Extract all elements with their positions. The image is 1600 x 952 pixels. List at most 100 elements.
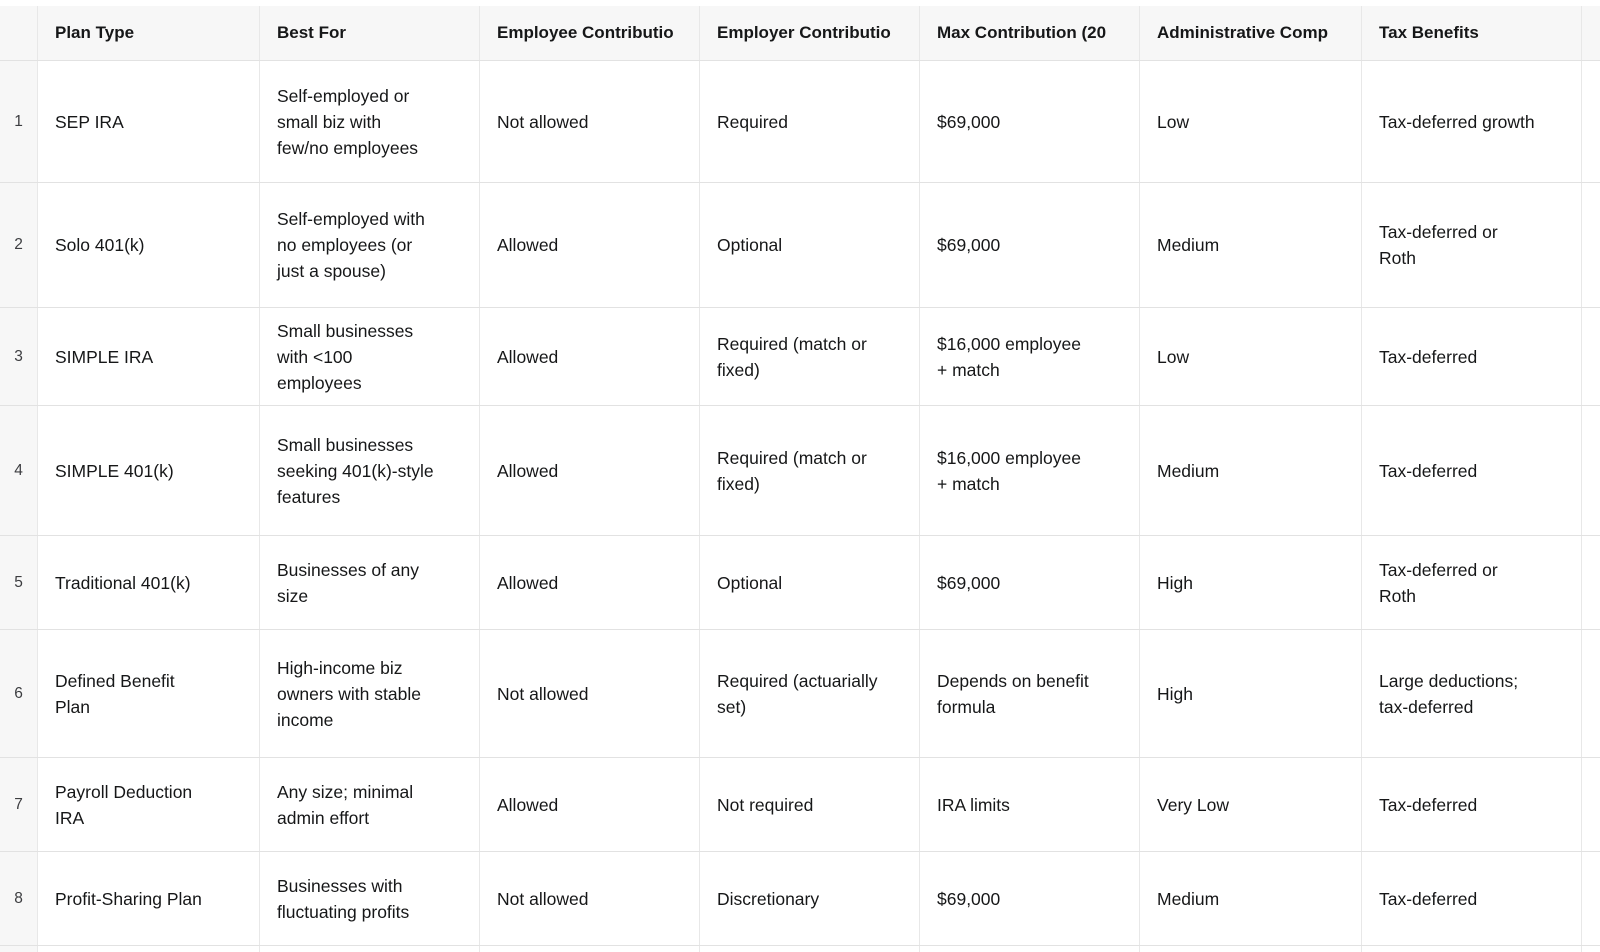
cell-employee-contribution[interactable]: Not allowed [480,630,700,757]
cell-empty[interactable] [1582,183,1600,307]
row-number[interactable] [0,946,38,952]
cell-employee-contribution[interactable]: Allowed [480,406,700,535]
cell-plan-type[interactable]: Traditional 401(k) [38,536,260,629]
cell-max-contribution[interactable]: IRA limits [920,758,1140,851]
cell-employer-contribution[interactable]: Optional [700,536,920,629]
cell-tax-benefits[interactable]: Tax-deferred [1362,406,1582,535]
header-cell-plan-type[interactable]: Plan Type [38,6,260,60]
cell-admin-complexity[interactable]: Medium [1140,406,1362,535]
cell-tax-benefits[interactable]: Large deductions; tax-deferred [1362,630,1582,757]
cell-admin-complexity[interactable]: Medium [1140,852,1362,945]
header-cell-max-contribution[interactable]: Max Contribution (20 [920,6,1140,60]
cell-max-contribution[interactable]: $69,000 [920,61,1140,182]
cell-empty[interactable] [1582,308,1600,405]
cell-employee-contribution[interactable]: Allowed [480,308,700,405]
table-row: 4 SIMPLE 401(k) Small businesses seeking… [0,406,1600,536]
cell-max-contribution[interactable]: $69,000 [920,852,1140,945]
cell-empty[interactable] [1582,852,1600,945]
cell-tax-benefits[interactable]: Tax-deferred [1362,852,1582,945]
cell-admin-complexity[interactable]: Very Low [1140,758,1362,851]
table-row: 3 SIMPLE IRA Small businesses with <100 … [0,308,1600,406]
table-row: 8 Profit-Sharing Plan Businesses with fl… [0,852,1600,946]
cell-employer-contribution[interactable]: Required (match or fixed) [700,308,920,405]
cell-best-for[interactable] [260,946,480,952]
cell-best-for[interactable]: High-income biz owners with stable incom… [260,630,480,757]
cell-max-contribution[interactable]: $16,000 employee + match [920,406,1140,535]
cell-plan-type[interactable]: Defined Benefit Plan [38,630,260,757]
cell-plan-type[interactable]: SEP IRA [38,61,260,182]
cell-empty[interactable] [1582,61,1600,182]
cell-admin-complexity[interactable]: Low [1140,308,1362,405]
cell-plan-type[interactable]: Profit-Sharing Plan [38,852,260,945]
cell-plan-type[interactable]: SIMPLE IRA [38,308,260,405]
cell-admin-complexity[interactable]: High [1140,630,1362,757]
cell-empty[interactable] [1582,630,1600,757]
corner-cell[interactable] [0,6,38,60]
cell-employer-contribution[interactable]: Required (match or fixed) [700,406,920,535]
cell-tax-benefits[interactable]: Tax-deferred or Roth [1362,183,1582,307]
cell-plan-type[interactable]: SIMPLE 401(k) [38,406,260,535]
cell-employee-contribution[interactable] [480,946,700,952]
cell-tax-benefits[interactable]: Tax-deferred [1362,308,1582,405]
cell-best-for[interactable]: Self-employed with no employees (or just… [260,183,480,307]
cell-admin-complexity[interactable] [1140,946,1362,952]
cell-admin-complexity[interactable]: Medium [1140,183,1362,307]
cell-best-for[interactable]: Small businesses seeking 401(k)-style fe… [260,406,480,535]
cell-plan-type[interactable] [38,946,260,952]
cell-tax-benefits[interactable]: Tax-deferred growth [1362,61,1582,182]
cell-employer-contribution[interactable]: Required (actuarially set) [700,630,920,757]
table-row: 2 Solo 401(k) Self-employed with no empl… [0,183,1600,308]
cell-empty[interactable] [1582,758,1600,851]
cell-employee-contribution[interactable]: Allowed [480,183,700,307]
header-cell-admin-complexity[interactable]: Administrative Comp [1140,6,1362,60]
cell-best-for[interactable]: Self-employed or small biz with few/no e… [260,61,480,182]
cell-tax-benefits[interactable] [1362,946,1582,952]
table-row-partial [0,946,1600,952]
cell-tax-benefits[interactable]: Tax-deferred [1362,758,1582,851]
cell-best-for[interactable]: Businesses of any size [260,536,480,629]
cell-employer-contribution[interactable]: Optional [700,183,920,307]
cell-max-contribution[interactable]: $69,000 [920,183,1140,307]
top-margin [0,0,1600,6]
table-row: 1 SEP IRA Self-employed or small biz wit… [0,61,1600,183]
cell-employer-contribution[interactable] [700,946,920,952]
table-row: 7 Payroll Deduction IRA Any size; minima… [0,758,1600,852]
row-number[interactable]: 8 [0,852,38,945]
cell-admin-complexity[interactable]: Low [1140,61,1362,182]
cell-max-contribution[interactable]: $69,000 [920,536,1140,629]
table-row: 6 Defined Benefit Plan High-income biz o… [0,630,1600,758]
row-number[interactable]: 7 [0,758,38,851]
cell-plan-type[interactable]: Solo 401(k) [38,183,260,307]
header-cell-employee-contribution[interactable]: Employee Contributio [480,6,700,60]
header-cell-best-for[interactable]: Best For [260,6,480,60]
cell-best-for[interactable]: Any size; minimal admin effort [260,758,480,851]
cell-admin-complexity[interactable]: High [1140,536,1362,629]
cell-empty[interactable] [1582,946,1600,952]
cell-best-for[interactable]: Small businesses with <100 employees [260,308,480,405]
row-number[interactable]: 5 [0,536,38,629]
row-number[interactable]: 6 [0,630,38,757]
header-cell-empty[interactable] [1582,6,1600,60]
cell-employee-contribution[interactable]: Allowed [480,758,700,851]
cell-max-contribution[interactable] [920,946,1140,952]
cell-best-for[interactable]: Businesses with fluctuating profits [260,852,480,945]
cell-tax-benefits[interactable]: Tax-deferred or Roth [1362,536,1582,629]
cell-max-contribution[interactable]: $16,000 employee + match [920,308,1140,405]
row-number[interactable]: 3 [0,308,38,405]
cell-max-contribution[interactable]: Depends on benefit formula [920,630,1140,757]
row-number[interactable]: 1 [0,61,38,182]
row-number[interactable]: 4 [0,406,38,535]
cell-empty[interactable] [1582,406,1600,535]
cell-employee-contribution[interactable]: Not allowed [480,61,700,182]
cell-employee-contribution[interactable]: Allowed [480,536,700,629]
cell-plan-type[interactable]: Payroll Deduction IRA [38,758,260,851]
row-number[interactable]: 2 [0,183,38,307]
cell-employer-contribution[interactable]: Required [700,61,920,182]
cell-employee-contribution[interactable]: Not allowed [480,852,700,945]
cell-employer-contribution[interactable]: Not required [700,758,920,851]
cell-empty[interactable] [1582,536,1600,629]
header-cell-tax-benefits[interactable]: Tax Benefits [1362,6,1582,60]
cell-employer-contribution[interactable]: Discretionary [700,852,920,945]
header-cell-employer-contribution[interactable]: Employer Contributio [700,6,920,60]
